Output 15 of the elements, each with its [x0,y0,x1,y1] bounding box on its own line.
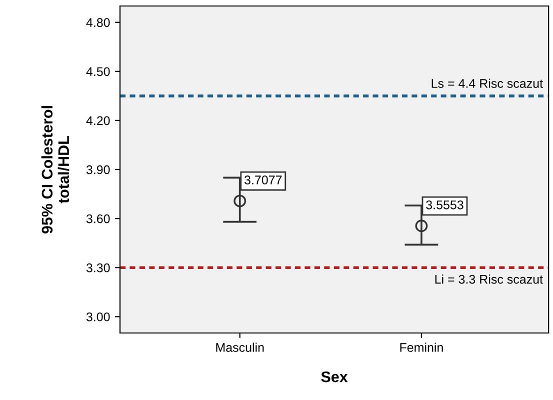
x-axis-title: Sex [321,371,348,382]
y-tick-label: 4.80 [86,18,110,27]
y-tick-label: 4.20 [86,116,110,126]
x-tick-label: Feminin [400,342,443,352]
y-axis-title: 95% CI Colesterol total/HDL [41,106,70,234]
x-tick-label: Masculin [216,342,264,352]
ref-line-label: Ls = 4.4 Risc scazut [432,78,543,88]
y-tick-label: 4.50 [86,67,110,76]
y-tick-label: 3.00 [86,312,110,322]
y-tick-label: 3.30 [86,263,110,272]
y-tick-label: 3.90 [86,165,110,174]
data-label: 3.7077 [244,176,282,184]
y-tick-label: 3.60 [86,214,110,224]
data-label: 3.5553 [426,200,464,210]
ref-line-label: Li = 3.3 Risc scazut [435,274,543,284]
